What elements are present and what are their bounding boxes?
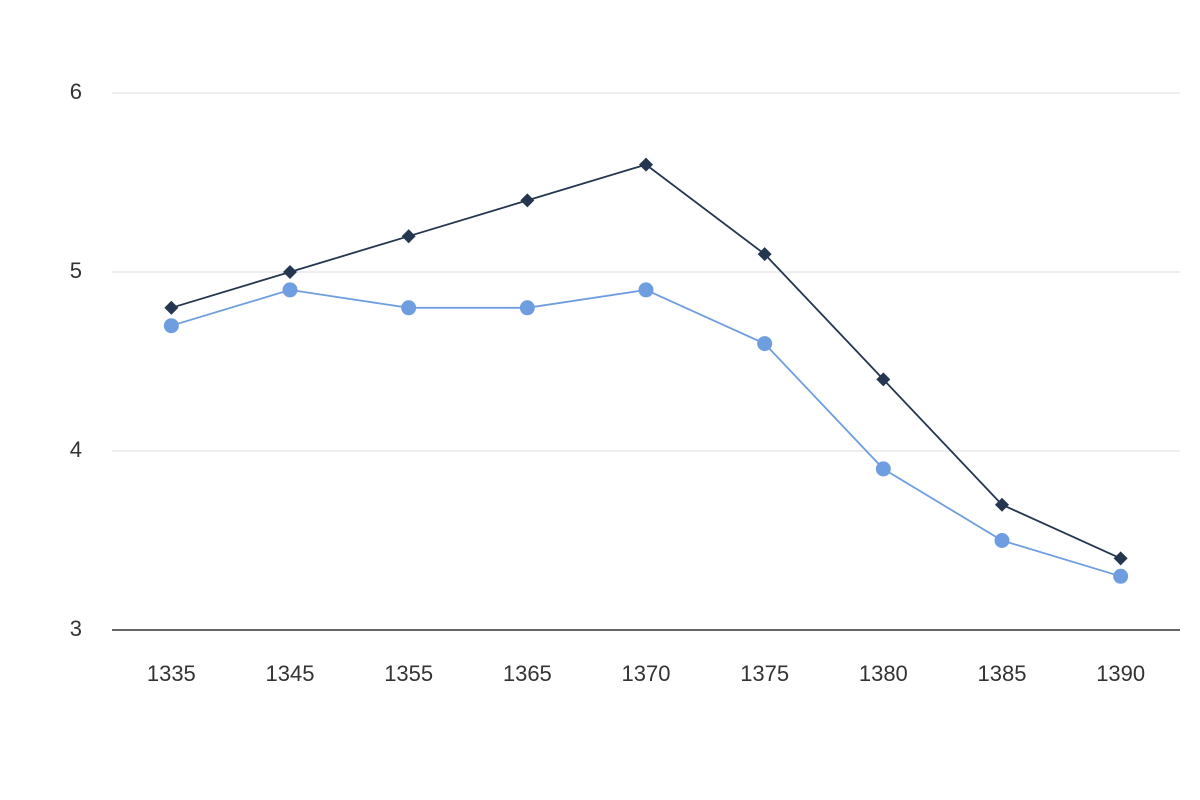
point-marker	[1113, 551, 1128, 566]
point-marker	[283, 265, 297, 279]
x-tick-label: 1375	[740, 661, 789, 686]
x-tick-label: 1385	[978, 661, 1027, 686]
point-marker	[995, 497, 1009, 512]
point-marker	[875, 461, 891, 477]
point-marker	[519, 300, 535, 316]
x-tick-label: 1390	[1096, 661, 1145, 686]
point-marker	[1113, 568, 1129, 584]
y-tick-label: 3	[70, 616, 82, 641]
x-tick-label: 1370	[622, 661, 671, 686]
y-tick-label: 5	[70, 258, 82, 283]
x-tick-label: 1380	[859, 661, 908, 686]
y-tick-label: 4	[70, 437, 82, 462]
point-marker	[639, 157, 653, 172]
point-marker	[876, 372, 891, 387]
point-marker	[401, 300, 417, 316]
point-marker	[164, 300, 179, 315]
x-tick-label: 1365	[503, 661, 552, 686]
point-marker	[401, 229, 416, 244]
x-tick-label: 1355	[384, 661, 433, 686]
point-marker	[757, 336, 773, 352]
y-tick-label: 6	[70, 79, 82, 104]
point-marker	[638, 282, 654, 298]
x-tick-label: 1345	[266, 661, 315, 686]
x-tick-label: 1335	[147, 661, 196, 686]
point-marker	[282, 282, 298, 298]
point-marker	[994, 533, 1010, 548]
point-marker	[757, 247, 772, 262]
point-marker	[163, 318, 179, 334]
point-marker	[520, 193, 535, 208]
